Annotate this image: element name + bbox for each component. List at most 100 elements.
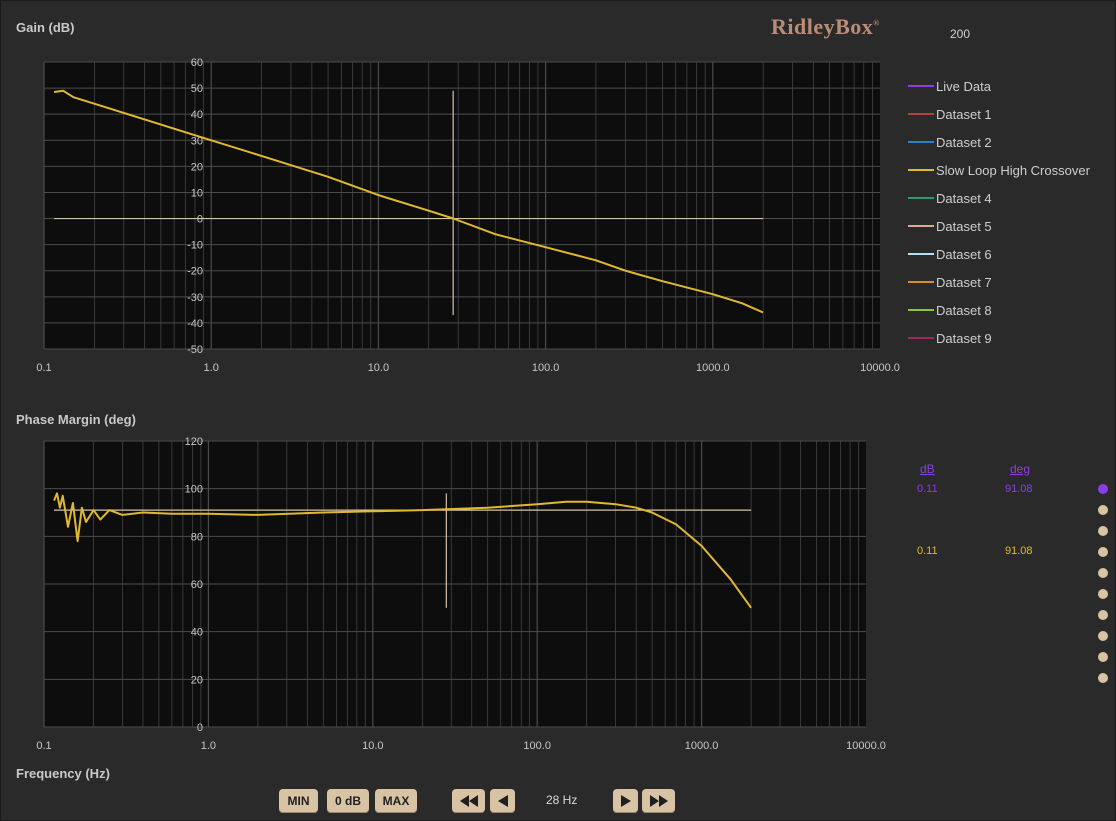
legend-item[interactable]: Dataset 8 bbox=[908, 296, 1090, 324]
legend-swatch bbox=[908, 337, 934, 339]
phase-x-tick-label: 0.1 bbox=[36, 740, 51, 752]
legend-swatch bbox=[908, 169, 934, 171]
brand-value: 200 bbox=[950, 27, 971, 41]
legend-item[interactable]: Dataset 1 bbox=[908, 100, 1090, 128]
phase-series-line bbox=[53, 492, 752, 609]
gain-x-tick-label: 10000.0 bbox=[860, 362, 900, 374]
gain-y-tick-label: 30 bbox=[191, 135, 203, 147]
legend-label: Dataset 1 bbox=[936, 106, 992, 122]
phase-y-tick-label: 60 bbox=[191, 579, 203, 591]
phase-x-tick-label: 100.0 bbox=[523, 740, 551, 752]
phase-y-tick-label: 40 bbox=[191, 627, 203, 639]
max-button[interactable]: MAX bbox=[375, 789, 417, 813]
fast-rewind-icon bbox=[459, 795, 478, 807]
dataset-select-dot[interactable] bbox=[1098, 547, 1108, 557]
brand-logo: RidleyBox® bbox=[771, 14, 880, 40]
legend-swatch bbox=[908, 197, 934, 199]
phase-y-tick-label: 20 bbox=[191, 674, 203, 686]
dataset-select-dot[interactable] bbox=[1098, 484, 1108, 494]
gain-y-tick-label: 40 bbox=[191, 109, 203, 121]
brand-mark: ® bbox=[873, 18, 880, 28]
min-button[interactable]: MIN bbox=[279, 789, 318, 813]
legend-label: Dataset 2 bbox=[936, 134, 992, 150]
phase-x-tick-label: 10.0 bbox=[362, 740, 383, 752]
gain-y-tick-label: -20 bbox=[187, 266, 203, 278]
readout-deg-value: 91.08 bbox=[1005, 545, 1033, 557]
gain-series-line bbox=[53, 89, 764, 314]
legend-label: Dataset 4 bbox=[936, 190, 992, 206]
fast-forward-icon bbox=[649, 795, 668, 807]
dataset-select-dot[interactable] bbox=[1098, 610, 1108, 620]
gain-y-tick-label: 50 bbox=[191, 83, 203, 95]
frequency-readout: 28 Hz bbox=[546, 793, 578, 807]
gain-y-tick-label: 10 bbox=[191, 187, 203, 199]
step-forward-button[interactable] bbox=[613, 789, 638, 813]
frequency-title: Frequency (Hz) bbox=[16, 766, 110, 781]
gain-title: Gain (dB) bbox=[16, 20, 75, 35]
legend-label: Dataset 7 bbox=[936, 274, 992, 290]
legend: Live Data Dataset 1 Dataset 2 Slow Loop Hig… bbox=[908, 72, 1090, 352]
legend-item[interactable]: Dataset 9 bbox=[908, 324, 1090, 352]
legend-swatch bbox=[908, 225, 934, 227]
legend-item[interactable]: Slow Loop High Crossover bbox=[908, 156, 1090, 184]
legend-label: Live Data bbox=[936, 78, 991, 94]
dataset-select-dot[interactable] bbox=[1098, 568, 1108, 578]
brand-name: RidleyBox bbox=[771, 14, 874, 39]
legend-swatch bbox=[908, 253, 934, 255]
legend-label: Dataset 8 bbox=[936, 302, 992, 318]
readout-db-header: dB bbox=[920, 462, 935, 476]
legend-label: Dataset 5 bbox=[936, 218, 992, 234]
gain-y-tick-label: 0 bbox=[197, 214, 203, 226]
gain-y-tick-label: -10 bbox=[187, 240, 203, 252]
gain-y-tick-label: -40 bbox=[187, 318, 203, 330]
phase-x-tick-label: 1.0 bbox=[201, 740, 216, 752]
phase-x-tick-label: 1000.0 bbox=[685, 740, 719, 752]
dataset-select-dot[interactable] bbox=[1098, 526, 1108, 536]
phase-y-tick-label: 0 bbox=[197, 722, 203, 734]
step-forward-icon bbox=[620, 795, 631, 807]
phase-y-tick-label: 120 bbox=[185, 436, 203, 448]
legend-item[interactable]: Dataset 7 bbox=[908, 268, 1090, 296]
fast-rewind-button[interactable] bbox=[452, 789, 485, 813]
readout-deg-header: deg bbox=[1010, 462, 1031, 476]
step-back-icon bbox=[497, 795, 508, 807]
dataset-select-dot[interactable] bbox=[1098, 505, 1108, 515]
dataset-select-dot[interactable] bbox=[1098, 673, 1108, 683]
gain-y-tick-label: 20 bbox=[191, 161, 203, 173]
readout-db-value: 0.11 bbox=[917, 545, 938, 557]
legend-swatch bbox=[908, 309, 934, 311]
gain-plot-area bbox=[44, 62, 880, 349]
legend-item[interactable]: Dataset 6 bbox=[908, 240, 1090, 268]
gain-x-tick-label: 1000.0 bbox=[696, 362, 730, 374]
legend-label: Dataset 6 bbox=[936, 246, 992, 262]
readout-deg-value: 91.08 bbox=[1005, 483, 1033, 495]
gain-y-tick-label: -30 bbox=[187, 292, 203, 304]
legend-item[interactable]: Dataset 5 bbox=[908, 212, 1090, 240]
phase-y-tick-label: 80 bbox=[191, 531, 203, 543]
fast-forward-button[interactable] bbox=[642, 789, 675, 813]
gain-x-tick-label: 100.0 bbox=[532, 362, 560, 374]
gain-x-tick-label: 0.1 bbox=[36, 362, 51, 374]
legend-label: Dataset 9 bbox=[936, 330, 992, 346]
gain-y-tick-label: -50 bbox=[187, 344, 203, 356]
dataset-select-dot[interactable] bbox=[1098, 652, 1108, 662]
legend-swatch bbox=[908, 113, 934, 115]
legend-swatch bbox=[908, 281, 934, 283]
gain-x-tick-label: 1.0 bbox=[204, 362, 219, 374]
phase-x-tick-label: 10000.0 bbox=[846, 740, 886, 752]
gain-y-tick-label: 60 bbox=[191, 57, 203, 69]
zero-db-button[interactable]: 0 dB bbox=[327, 789, 369, 813]
legend-label: Slow Loop High Crossover bbox=[936, 162, 1090, 178]
legend-item[interactable]: Live Data bbox=[908, 72, 1090, 100]
legend-swatch bbox=[908, 141, 934, 143]
dataset-select-dot[interactable] bbox=[1098, 589, 1108, 599]
legend-item[interactable]: Dataset 2 bbox=[908, 128, 1090, 156]
legend-swatch bbox=[908, 85, 934, 87]
phase-y-tick-label: 100 bbox=[185, 484, 203, 496]
dataset-select-dot[interactable] bbox=[1098, 631, 1108, 641]
legend-item[interactable]: Dataset 4 bbox=[908, 184, 1090, 212]
step-back-button[interactable] bbox=[490, 789, 515, 813]
phase-title: Phase Margin (deg) bbox=[16, 412, 136, 427]
gain-x-tick-label: 10.0 bbox=[368, 362, 389, 374]
